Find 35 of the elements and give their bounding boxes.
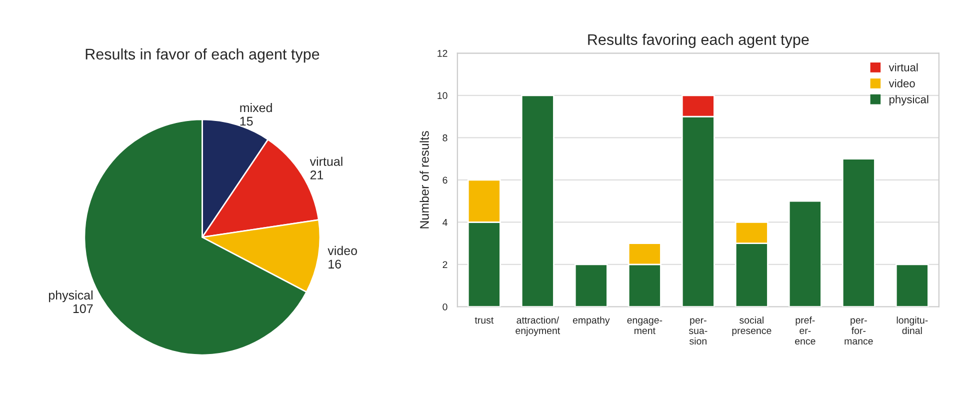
y-tick-label: 2: [442, 261, 448, 268]
x-tick-label: engage- ment: [627, 318, 662, 334]
bar: [842, 158, 876, 307]
x-tick-label: longitu- dinal: [896, 316, 928, 334]
data-label: 15: [240, 116, 253, 126]
x-tick-label: per- for- mance: [844, 318, 873, 345]
y-tick-label: 12: [438, 50, 448, 57]
x-tick-label: social presence: [732, 316, 772, 336]
data-label: 16: [328, 260, 342, 269]
bar: [520, 94, 554, 307]
chart-title: Results favoring each agent type: [588, 34, 809, 48]
slice-label: physical: [48, 290, 93, 302]
legend-label: video: [888, 79, 915, 88]
y-tick-label: 8: [442, 134, 448, 142]
bar: [895, 264, 929, 307]
slice-label: video: [328, 246, 358, 256]
x-tick-label: attraction/ enjoyment: [516, 316, 560, 336]
bar: [788, 200, 822, 307]
slice-label: mixed: [240, 102, 272, 112]
bar: [574, 264, 608, 307]
x-tick-label: empathy: [572, 316, 610, 326]
legend-label: virtual: [888, 63, 918, 72]
y-axis-title: Number of results: [420, 131, 429, 228]
x-tick-label: pref- er- ence: [795, 316, 816, 345]
x-tick-label: per- sua- sion: [688, 318, 708, 345]
data-label: 107: [73, 304, 93, 314]
data-label: 21: [310, 170, 324, 180]
slice-label: virtual: [310, 156, 342, 166]
y-tick-label: 4: [442, 219, 448, 226]
y-tick-label: 0: [442, 303, 448, 310]
x-tick-label: trust: [474, 317, 494, 324]
chart-title: Results in favor of each agent type: [86, 48, 320, 63]
y-tick-label: 6: [442, 176, 448, 184]
y-tick-label: 10: [438, 92, 448, 100]
legend-label: physical: [890, 95, 928, 106]
